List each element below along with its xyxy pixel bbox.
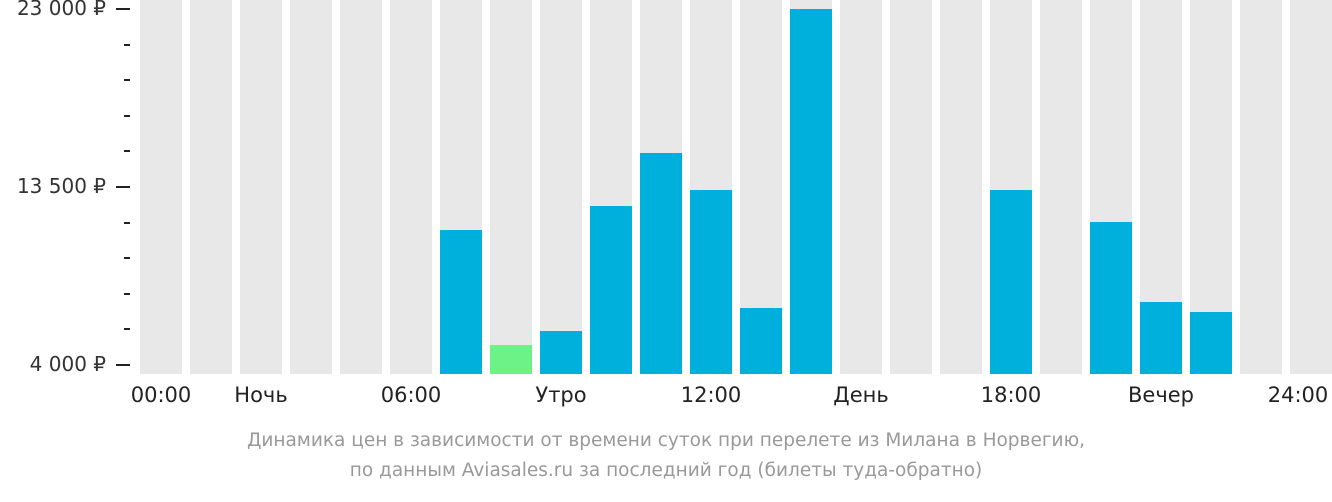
y-axis-minor-tick: [124, 257, 130, 260]
chart-caption-line-2: по данным Aviasales.ru за последний год …: [349, 460, 983, 481]
y-axis-label: 4 000 ₽: [29, 352, 106, 376]
bar-background-hour-07[interactable]: [490, 0, 532, 374]
bar-background-hour-22[interactable]: [1240, 0, 1282, 374]
bar-background-hour-03[interactable]: [290, 0, 332, 374]
y-axis-label: 13 500 ₽: [16, 174, 106, 198]
y-axis-major-tick: [116, 8, 130, 10]
y-axis-major-tick: [116, 364, 130, 366]
bar-hour-10[interactable]: [640, 153, 682, 374]
y-axis-minor-tick: [124, 328, 130, 331]
bar-hour-11[interactable]: [690, 190, 732, 374]
bar-background-hour-14[interactable]: [840, 0, 882, 374]
x-axis-label: 24:00: [1267, 383, 1329, 407]
x-axis-label: День: [833, 383, 889, 407]
y-axis-minor-tick: [124, 43, 130, 46]
bar-hour-21[interactable]: [1190, 312, 1232, 374]
x-axis-label: 18:00: [980, 383, 1042, 407]
x-axis-label: Ночь: [234, 383, 288, 407]
bar-background-hour-04[interactable]: [340, 0, 382, 374]
y-axis-minor-tick: [124, 221, 130, 224]
bar-hour-09[interactable]: [590, 206, 632, 374]
bar-cheapest-hour-07[interactable]: [490, 345, 532, 374]
bar-hour-08[interactable]: [540, 331, 582, 374]
bar-background-hour-18[interactable]: [1040, 0, 1082, 374]
bar-background-hour-16[interactable]: [940, 0, 982, 374]
x-axis-label: 06:00: [380, 383, 442, 407]
bar-hour-19[interactable]: [1090, 222, 1132, 374]
y-axis-minor-tick: [124, 79, 130, 82]
bar-hour-17[interactable]: [990, 190, 1032, 374]
x-axis-label: Вечер: [1128, 383, 1194, 407]
y-axis-minor-tick: [124, 150, 130, 153]
bar-background-hour-02[interactable]: [240, 0, 282, 374]
bar-hour-06[interactable]: [440, 230, 482, 374]
y-axis-label: 23 000 ₽: [16, 0, 106, 20]
y-axis-minor-tick: [124, 114, 130, 117]
bar-hour-13[interactable]: [790, 9, 832, 374]
bar-background-hour-05[interactable]: [390, 0, 432, 374]
x-axis-label: 00:00: [130, 383, 192, 407]
chart-caption-line-1: Динамика цен в зависимости от времени су…: [246, 430, 1086, 451]
bar-background-hour-15[interactable]: [890, 0, 932, 374]
x-axis-label: Утро: [535, 383, 587, 407]
bar-background-hour-21[interactable]: [1190, 0, 1232, 374]
y-axis-major-tick: [116, 186, 130, 188]
bar-background-hour-08[interactable]: [540, 0, 582, 374]
y-axis-minor-tick: [124, 292, 130, 295]
bar-hour-12[interactable]: [740, 308, 782, 374]
bar-background-hour-00[interactable]: [140, 0, 182, 374]
bar-hour-20[interactable]: [1140, 302, 1182, 374]
x-axis-label: 12:00: [680, 383, 742, 407]
bar-background-hour-01[interactable]: [190, 0, 232, 374]
bar-background-hour-23[interactable]: [1290, 0, 1332, 374]
